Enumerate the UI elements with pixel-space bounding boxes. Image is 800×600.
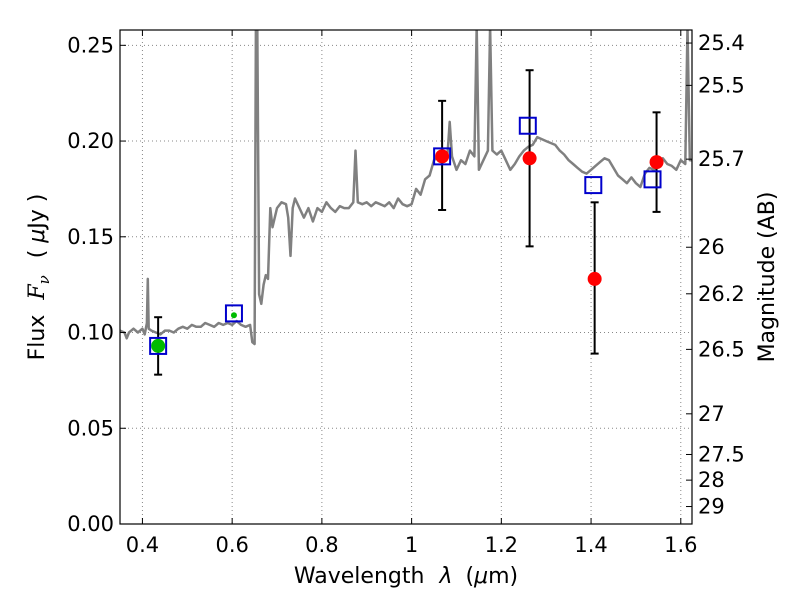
y-tick-label: 0.20 bbox=[67, 129, 114, 153]
axis-ticks: 0.4 0.6 0.8 1 1.2 1.4 1.6 0.00 0.05 0.10 0.15 0.20 0… bbox=[67, 30, 745, 557]
y-axis-title-nu: ν bbox=[35, 275, 53, 284]
x-tick-label: 1.6 bbox=[664, 533, 697, 557]
right-tick-label: 25.4 bbox=[698, 31, 745, 55]
y-axis-title-f: F bbox=[25, 284, 50, 301]
observed-flux-point bbox=[587, 271, 602, 286]
x-axis-title-lambda: λ bbox=[438, 564, 452, 589]
right-tick-label: 25.5 bbox=[698, 73, 745, 97]
optical-flux-point bbox=[230, 312, 237, 319]
right-tick-label: 25.7 bbox=[698, 147, 745, 171]
plot-frame bbox=[119, 29, 693, 525]
model-bandpass-square bbox=[149, 336, 168, 355]
x-tick-label: 1.4 bbox=[574, 533, 607, 557]
y-tick-label: 0.00 bbox=[67, 512, 114, 536]
y-axis-title-unit: Jy ) bbox=[25, 194, 50, 231]
x-axis-title-unit: m) bbox=[488, 564, 518, 589]
y-tick-label: 0.15 bbox=[67, 225, 114, 249]
y-axis-title-left: Flux Fν ( μJy ) bbox=[25, 194, 55, 361]
model-spectrum-line bbox=[120, 30, 692, 346]
x-axis-title-paren: ( bbox=[465, 564, 474, 589]
model-bandpass-square bbox=[518, 116, 537, 135]
y-axis-title-right: Magnitude (AB) bbox=[755, 192, 780, 363]
right-tick-label: 27 bbox=[698, 402, 725, 426]
plot-area bbox=[120, 30, 692, 376]
y-axis-title-open: ( bbox=[25, 243, 50, 259]
model-bandpass-square bbox=[584, 176, 603, 195]
right-tick-label: 28 bbox=[698, 468, 725, 492]
y-axis-title-mu: μ bbox=[25, 229, 50, 244]
observed-flux-point bbox=[522, 151, 537, 166]
x-axis-title: Wavelength λ (μm) bbox=[294, 564, 518, 589]
model-bandpass-square bbox=[433, 147, 452, 166]
optical-flux-point bbox=[151, 338, 166, 353]
x-axis-title-word: Wavelength bbox=[294, 564, 425, 589]
x-tick-label: 1 bbox=[405, 533, 418, 557]
right-tick-label: 27.5 bbox=[698, 442, 745, 466]
y-tick-label: 0.10 bbox=[67, 321, 114, 345]
x-tick-label: 0.8 bbox=[305, 533, 338, 557]
right-tick-label: 29 bbox=[698, 495, 725, 519]
y-axis-title-flux: Flux bbox=[25, 315, 50, 361]
x-axis-title-mu: μ bbox=[473, 564, 488, 589]
right-tick-label: 26.5 bbox=[698, 337, 745, 361]
right-tick-label: 26.2 bbox=[698, 282, 745, 306]
x-tick-label: 1.2 bbox=[485, 533, 518, 557]
observed-flux-point bbox=[435, 149, 450, 164]
x-tick-label: 0.6 bbox=[215, 533, 248, 557]
right-tick-label: 26 bbox=[698, 235, 725, 259]
x-tick-label: 0.4 bbox=[126, 533, 159, 557]
observed-flux-point bbox=[649, 155, 664, 170]
grid-lines bbox=[120, 30, 692, 525]
y-tick-label: 0.05 bbox=[67, 416, 114, 440]
y-tick-label: 0.25 bbox=[67, 33, 114, 57]
model-bandpass-square bbox=[224, 304, 243, 323]
model-bandpass-square bbox=[643, 170, 662, 189]
